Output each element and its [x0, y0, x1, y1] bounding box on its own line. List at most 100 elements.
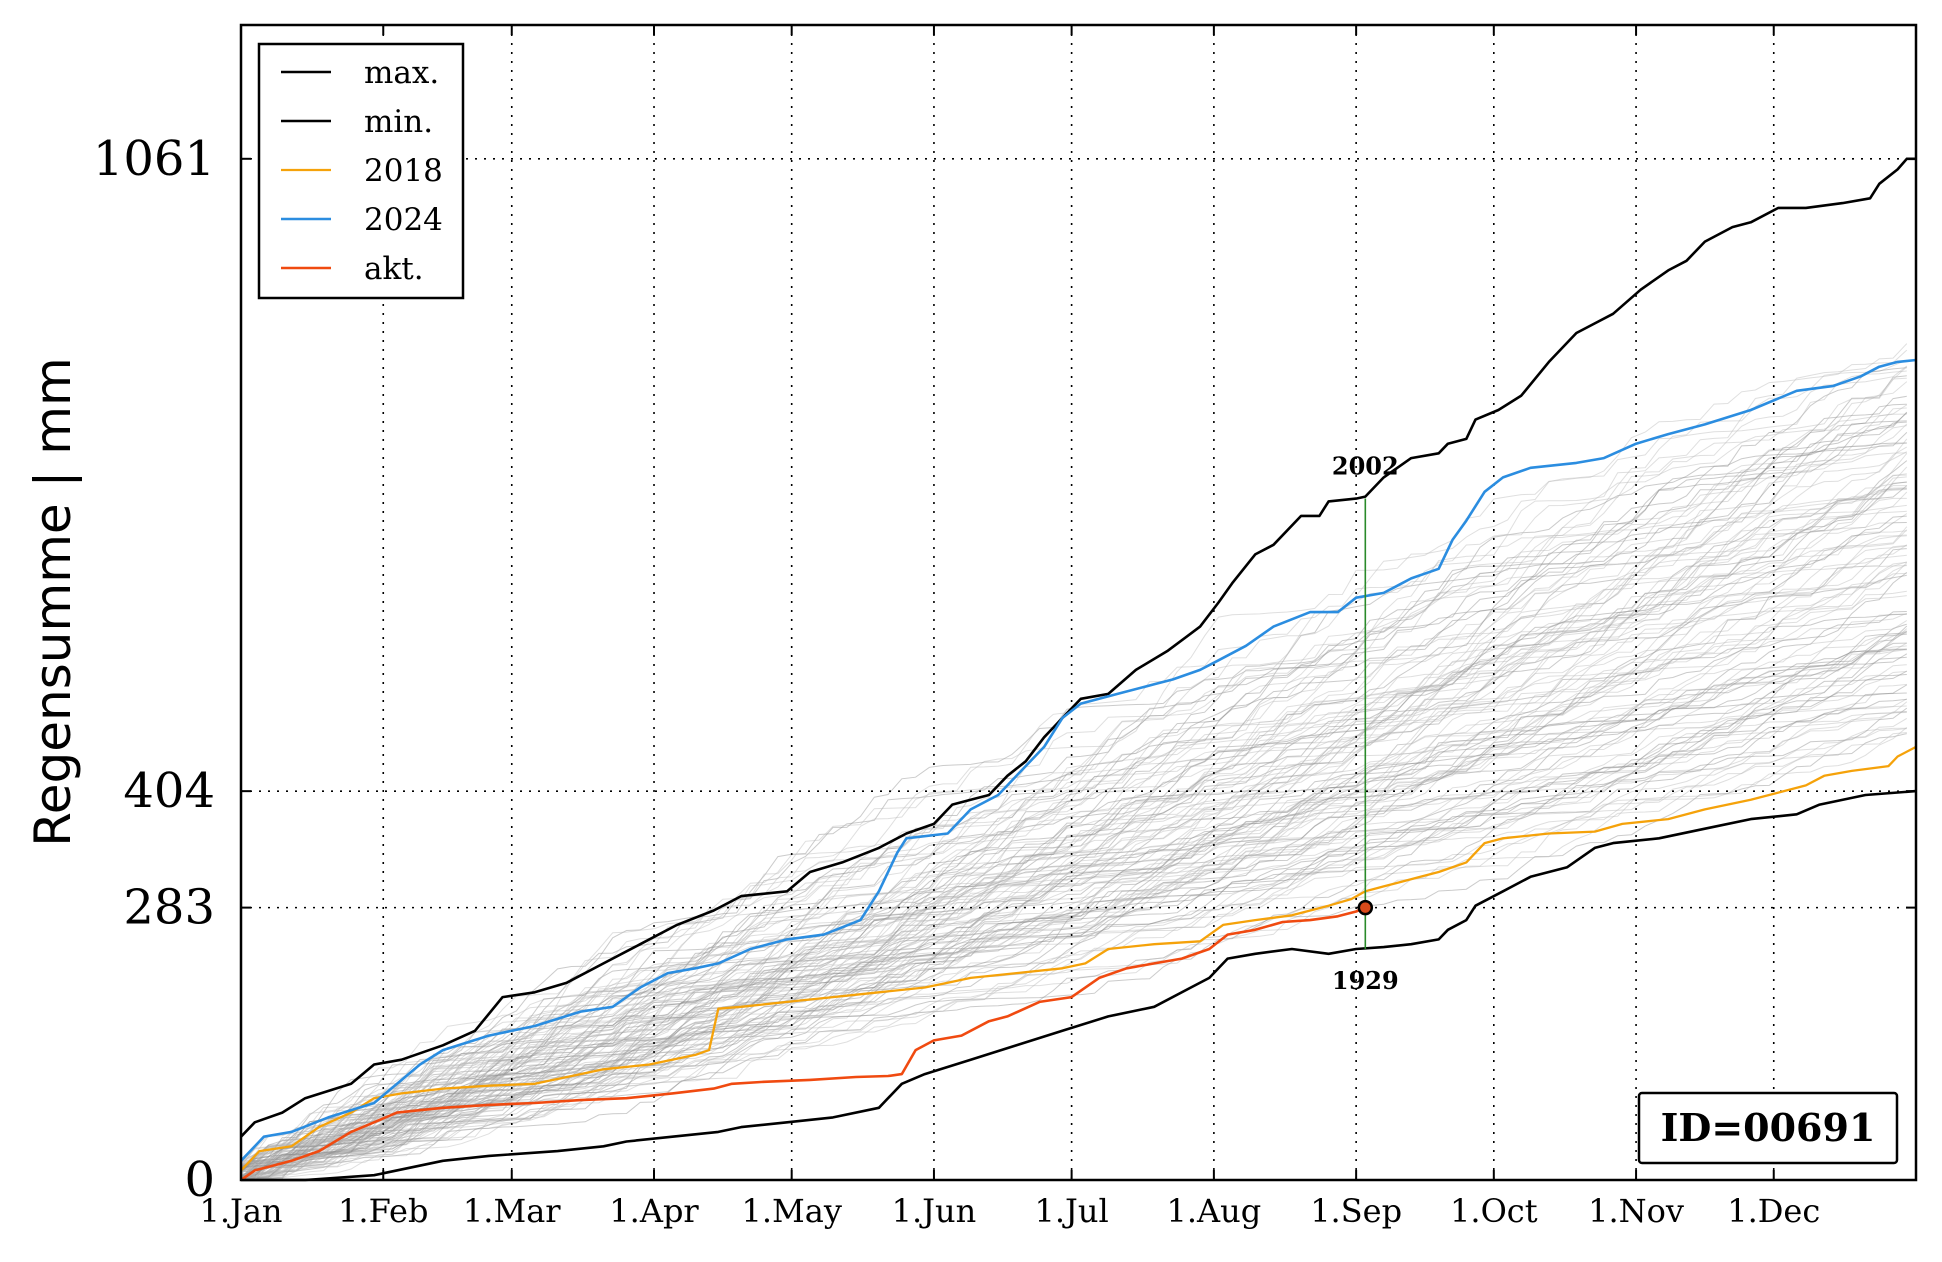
background-year-line — [240, 554, 1907, 1173]
background-year-line — [240, 565, 1907, 1176]
grid-lines — [240, 25, 1916, 1180]
x-tick-label: 1.Sep — [1310, 1192, 1402, 1230]
background-year-line — [240, 446, 1908, 1180]
background-year-line — [240, 728, 1907, 1172]
background-year-line — [240, 420, 1907, 1179]
background-year-line — [240, 633, 1907, 1180]
background-year-line — [240, 452, 1907, 1180]
background-year-line — [240, 683, 1907, 1181]
background-year-line — [240, 476, 1907, 1180]
x-tick-label: 1.Mar — [463, 1192, 561, 1230]
background-year-line — [240, 642, 1907, 1176]
background-year-line — [240, 712, 1907, 1181]
background-year-line — [240, 515, 1907, 1180]
annotation-min-year: 1929 — [1332, 966, 1399, 995]
background-year-line — [240, 698, 1908, 1180]
background-year-line — [240, 367, 1907, 1165]
y-tick-label: 0 — [184, 1152, 215, 1208]
background-year-line — [240, 488, 1907, 1165]
background-year-line — [240, 628, 1908, 1175]
background-year-line — [241, 460, 1908, 1176]
x-tick-label: 1.Nov — [1588, 1192, 1684, 1230]
background-year-line — [240, 613, 1907, 1173]
background-year-line — [240, 395, 1907, 1176]
x-tick-label: 1.Dec — [1727, 1192, 1820, 1230]
y-tick-label: 283 — [123, 880, 215, 936]
background-year-lines — [240, 343, 1908, 1181]
background-year-line — [240, 590, 1907, 1180]
y-tick-label: 1061 — [93, 131, 215, 187]
background-year-line — [240, 561, 1907, 1180]
background-year-line — [240, 561, 1907, 1167]
background-year-line — [240, 535, 1907, 1180]
background-year-line — [240, 670, 1907, 1180]
background-year-line — [240, 365, 1908, 1161]
background-year-line — [240, 442, 1907, 1180]
background-year-line — [240, 648, 1907, 1179]
series-line-min — [241, 789, 1917, 1182]
background-year-line — [240, 574, 1907, 1178]
background-year-line — [240, 613, 1907, 1179]
background-year-line — [240, 453, 1908, 1180]
background-year-line — [240, 630, 1907, 1180]
station-id-box: ID=00691 — [1637, 1091, 1899, 1165]
background-year-line — [240, 544, 1908, 1169]
background-year-line — [240, 343, 1908, 1180]
background-year-line — [240, 545, 1907, 1176]
background-year-line — [240, 664, 1907, 1180]
background-year-line — [240, 423, 1908, 1180]
y-axis-label: Regensumme | mm — [24, 357, 82, 846]
background-year-line — [240, 370, 1907, 1178]
legend-label: 2024 — [364, 202, 443, 238]
current-value-marker — [1357, 899, 1374, 916]
background-year-line — [240, 620, 1908, 1179]
background-year-line — [240, 595, 1907, 1168]
series-line-akt — [240, 906, 1366, 1182]
background-year-line — [240, 727, 1908, 1180]
background-year-line — [240, 407, 1907, 1181]
background-year-line — [240, 359, 1907, 1168]
background-year-line — [240, 481, 1907, 1166]
background-year-line — [240, 375, 1907, 1168]
background-year-line — [240, 425, 1907, 1164]
background-year-line — [240, 504, 1907, 1170]
background-year-line — [240, 522, 1907, 1173]
x-tick-label: 1.Aug — [1167, 1192, 1262, 1230]
background-year-line — [240, 611, 1907, 1181]
background-year-line — [240, 633, 1907, 1168]
station-id-frame — [1637, 1091, 1899, 1165]
background-year-line — [240, 488, 1907, 1163]
background-year-line — [240, 534, 1907, 1181]
background-year-line — [240, 366, 1908, 1170]
background-year-line — [240, 438, 1908, 1181]
background-year-line — [240, 412, 1908, 1162]
background-year-line — [240, 648, 1907, 1169]
background-year-line — [240, 513, 1908, 1171]
background-year-line — [240, 612, 1907, 1176]
annotation-max-year: 2002 — [1332, 452, 1399, 481]
background-year-line — [240, 349, 1908, 1181]
background-year-line — [240, 717, 1908, 1180]
background-year-line — [240, 381, 1908, 1181]
series-line-2018 — [240, 745, 1917, 1172]
x-tick-label: 1.Oct — [1450, 1192, 1538, 1230]
background-year-line — [240, 526, 1908, 1180]
background-year-line — [240, 548, 1907, 1175]
background-year-line — [240, 403, 1907, 1172]
background-year-line — [240, 530, 1907, 1167]
background-year-line — [240, 485, 1907, 1174]
background-year-line — [240, 377, 1907, 1164]
legend: max. min. 2018 2024 akt. — [257, 42, 465, 300]
background-year-line — [240, 497, 1907, 1181]
background-year-line — [240, 564, 1908, 1180]
background-year-line — [240, 732, 1907, 1173]
plot-frame — [239, 23, 1918, 1182]
background-year-line — [240, 705, 1907, 1175]
background-year-line — [240, 572, 1908, 1167]
background-year-line — [240, 727, 1907, 1171]
y-tick-label: 404 — [123, 763, 215, 819]
series-layer — [240, 157, 1917, 1182]
background-year-line — [240, 487, 1907, 1175]
background-year-line — [240, 404, 1908, 1167]
x-tick-label: 1.Jan — [199, 1192, 282, 1230]
